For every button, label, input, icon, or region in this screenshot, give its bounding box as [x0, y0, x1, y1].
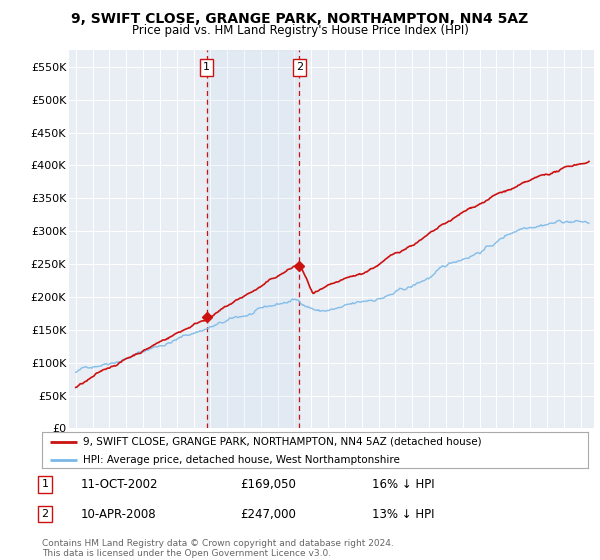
Text: 9, SWIFT CLOSE, GRANGE PARK, NORTHAMPTON, NN4 5AZ (detached house): 9, SWIFT CLOSE, GRANGE PARK, NORTHAMPTON…	[83, 437, 482, 447]
Text: 10-APR-2008: 10-APR-2008	[81, 507, 157, 521]
Text: 2: 2	[296, 62, 303, 72]
Text: 13% ↓ HPI: 13% ↓ HPI	[372, 507, 434, 521]
Text: £169,050: £169,050	[240, 478, 296, 491]
Text: 1: 1	[41, 479, 49, 489]
Text: 1: 1	[203, 62, 211, 72]
Text: Contains HM Land Registry data © Crown copyright and database right 2024.
This d: Contains HM Land Registry data © Crown c…	[42, 539, 394, 558]
Text: 2: 2	[41, 509, 49, 519]
Text: Price paid vs. HM Land Registry's House Price Index (HPI): Price paid vs. HM Land Registry's House …	[131, 24, 469, 37]
Text: 9, SWIFT CLOSE, GRANGE PARK, NORTHAMPTON, NN4 5AZ: 9, SWIFT CLOSE, GRANGE PARK, NORTHAMPTON…	[71, 12, 529, 26]
Text: 16% ↓ HPI: 16% ↓ HPI	[372, 478, 434, 491]
Text: £247,000: £247,000	[240, 507, 296, 521]
Text: 11-OCT-2002: 11-OCT-2002	[81, 478, 158, 491]
Bar	[207, 50, 299, 428]
Text: HPI: Average price, detached house, West Northamptonshire: HPI: Average price, detached house, West…	[83, 455, 400, 465]
